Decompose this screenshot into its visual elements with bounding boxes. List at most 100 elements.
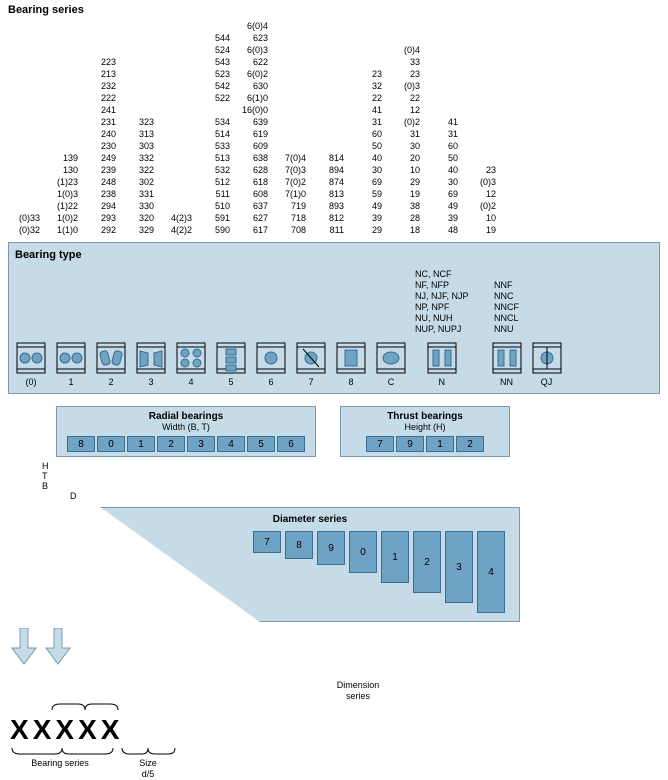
series-cell: 231 — [101, 116, 116, 128]
box-6: 6 — [277, 436, 305, 452]
series-cell — [455, 44, 458, 56]
series-cell: 23 — [410, 68, 420, 80]
dbox-2: 2 — [413, 531, 441, 593]
series-cell: 302 — [139, 176, 154, 188]
series-cell: 524 — [215, 44, 230, 56]
series-cell — [303, 140, 306, 152]
box-2: 2 — [157, 436, 185, 452]
series-cell — [37, 56, 40, 68]
series-cell — [151, 104, 154, 116]
series-cell: (0)2 — [480, 200, 496, 212]
series-cell: (1)22 — [57, 200, 78, 212]
panel-title: Bearing type — [15, 249, 653, 261]
series-cell: (0)3 — [404, 80, 420, 92]
series-cell — [189, 92, 192, 104]
series-cell — [379, 32, 382, 44]
series-cell — [493, 56, 496, 68]
series-cell — [75, 92, 78, 104]
dbox-9: 9 — [317, 531, 345, 565]
series-cell: 223 — [101, 56, 116, 68]
series-cell — [75, 128, 78, 140]
series-cell: 534 — [215, 116, 230, 128]
series-cell — [455, 32, 458, 44]
series-cell — [341, 56, 344, 68]
series-cell: (0)4 — [404, 44, 420, 56]
series-cell — [75, 116, 78, 128]
series-cell — [493, 128, 496, 140]
diameter-boxes: 78901234 — [253, 531, 507, 613]
series-cell — [189, 140, 192, 152]
series-cell: 50 — [372, 140, 382, 152]
series-cell: 238 — [101, 188, 116, 200]
series-cell — [493, 116, 496, 128]
series-cell: 330 — [139, 200, 154, 212]
series-cell — [493, 80, 496, 92]
series-cell — [37, 68, 40, 80]
series-cell: 12 — [486, 188, 496, 200]
series-cell: 1(0)3 — [57, 188, 78, 200]
series-cell — [189, 152, 192, 164]
series-cell — [493, 104, 496, 116]
series-cell: 48 — [448, 224, 458, 236]
series-cell — [37, 128, 40, 140]
series-cell — [151, 56, 154, 68]
series-cell — [37, 200, 40, 212]
bearing-series-label: Bearing series — [10, 758, 110, 780]
dbox-0: 0 — [349, 531, 377, 573]
series-cell: 28 — [410, 212, 420, 224]
type-2: 2 — [95, 341, 127, 387]
dbox-3: 3 — [445, 531, 473, 603]
series-cell: 329 — [139, 224, 154, 236]
series-cell — [379, 44, 382, 56]
series-cell: 60 — [372, 128, 382, 140]
series-cell — [341, 140, 344, 152]
series-cell: 50 — [448, 152, 458, 164]
series-cell: 249 — [101, 152, 116, 164]
series-cell: 240 — [101, 128, 116, 140]
series-cell: 619 — [253, 128, 268, 140]
series-cell: 19 — [486, 224, 496, 236]
dbox-4: 4 — [477, 531, 505, 613]
bearing-type-panel: Bearing type (0)12345678CNC, NCFNF, NFPN… — [8, 242, 660, 394]
series-cell: 39 — [372, 212, 382, 224]
dbox-1: 1 — [381, 531, 409, 583]
series-cell: 4(2)2 — [171, 224, 192, 236]
series-cell — [493, 68, 496, 80]
series-cell: 609 — [253, 140, 268, 152]
type-QJ: QJ — [531, 341, 563, 387]
thrust-sub: Height (H) — [349, 422, 501, 432]
series-cell — [151, 92, 154, 104]
series-cell: 222 — [101, 92, 116, 104]
radial-boxes: 80123456 — [65, 436, 307, 452]
series-cell: 10 — [410, 164, 420, 176]
series-cell: 6(0)4 — [247, 20, 268, 32]
series-grid: (0)33(0)32 139130(1)231(0)3(1)221(0)21(1… — [8, 20, 660, 236]
series-cell: (0)2 — [404, 116, 420, 128]
series-cell: 18 — [410, 224, 420, 236]
series-cell: 23 — [372, 68, 382, 80]
series-cell: 33 — [410, 56, 420, 68]
series-cell — [341, 104, 344, 116]
series-cell: 213 — [101, 68, 116, 80]
series-cell: 544 — [215, 32, 230, 44]
series-cell — [189, 56, 192, 68]
series-cell: 4(2)3 — [171, 212, 192, 224]
series-cell: 523 — [215, 68, 230, 80]
series-cell: 248 — [101, 176, 116, 188]
series-cell: 31 — [372, 116, 382, 128]
series-cell: 292 — [101, 224, 116, 236]
series-cell: 511 — [216, 188, 230, 200]
series-cell: 331 — [139, 188, 154, 200]
series-cell: 38 — [410, 200, 420, 212]
series-cell: 232 — [101, 80, 116, 92]
series-cell: 627 — [253, 212, 268, 224]
series-cell — [341, 128, 344, 140]
box-4: 4 — [217, 436, 245, 452]
series-cell: 12 — [410, 104, 420, 116]
series-cell: 130 — [63, 164, 78, 176]
type-icons-row: (0)12345678CNC, NCFNF, NFPNJ, NJF, NJPNP… — [15, 269, 653, 387]
type-N: NC, NCFNF, NFPNJ, NJF, NJPNP, NPFNU, NUH… — [415, 269, 469, 387]
series-cell: 31 — [410, 128, 420, 140]
series-cell: 10 — [486, 212, 496, 224]
type-NN: NNFNNCNNCFNNCLNNUNN — [491, 280, 523, 387]
